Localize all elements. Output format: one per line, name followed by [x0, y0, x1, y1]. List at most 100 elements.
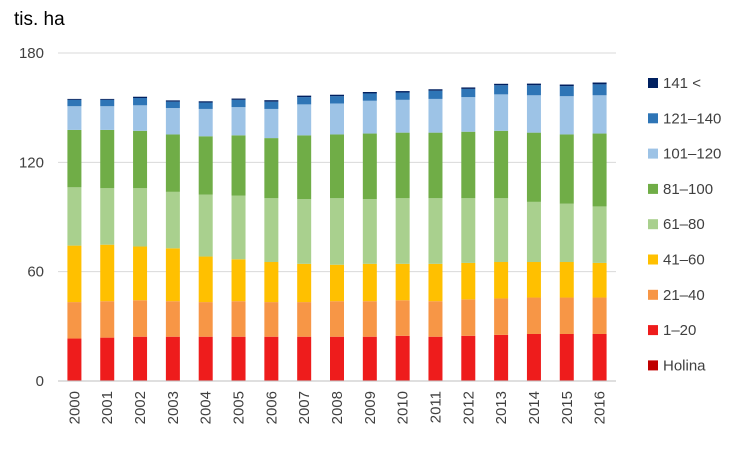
bar-segment: [428, 89, 443, 91]
bar-segment: [231, 336, 246, 381]
bar-segment: [67, 99, 82, 107]
x-tick-label: 2001: [99, 391, 116, 424]
bar-segment: [559, 96, 574, 135]
bar-segment: [494, 130, 509, 199]
bar-segment: [461, 97, 476, 132]
bar-segment: [264, 336, 279, 381]
x-tick-label: 2009: [362, 391, 379, 424]
bar-segment: [362, 336, 377, 381]
bar-segment: [100, 98, 115, 100]
legend-swatch: [648, 113, 658, 124]
bar-segment: [461, 88, 476, 98]
bar-segment: [526, 262, 541, 298]
bar-segment: [100, 301, 115, 338]
legend-swatch: [648, 254, 658, 265]
bar-segment: [559, 134, 574, 204]
bar-segment: [330, 134, 344, 199]
bar-segment: [100, 337, 115, 381]
y-tick-label: 0: [36, 373, 44, 390]
bar-segment: [198, 336, 213, 381]
bar-segment: [494, 94, 509, 131]
bar-segment: [428, 198, 443, 264]
legend-swatch: [648, 148, 658, 159]
bar-segment: [165, 108, 180, 135]
bar-segment: [198, 302, 213, 337]
bar-segment: [100, 106, 115, 130]
bar-segment: [559, 333, 574, 381]
bar-segment: [592, 297, 607, 334]
bar-segment: [330, 301, 344, 337]
bar-segment: [330, 96, 344, 104]
bar-segment: [297, 302, 312, 337]
bar-segment: [231, 259, 246, 302]
bar-segment: [297, 199, 312, 264]
bar-segment: [592, 84, 607, 96]
bar-segment: [67, 129, 82, 188]
bar-segment: [559, 262, 574, 298]
bar-segment: [592, 333, 607, 381]
bar-segment: [395, 263, 410, 301]
bar-segment: [592, 206, 607, 263]
bar-segment: [395, 132, 410, 199]
bar-segment: [264, 138, 279, 199]
x-tick-label: 2007: [296, 391, 313, 424]
bar-segment: [494, 298, 509, 335]
x-tick-label: 2002: [132, 391, 149, 424]
bar-segment: [165, 100, 180, 102]
bar-segment: [428, 98, 443, 133]
bar-segment: [428, 301, 443, 337]
bar-segment: [297, 104, 312, 136]
bar-segment: [494, 83, 509, 86]
bar-segment: [330, 94, 344, 97]
bar-segment: [133, 105, 148, 131]
legend-label: Holina: [663, 357, 706, 374]
bar-segment: [559, 86, 574, 97]
bar-segment: [526, 132, 541, 202]
bar-segment: [297, 95, 312, 98]
bar-segment: [297, 336, 312, 381]
x-tick-label: 2008: [329, 391, 346, 424]
bar-segment: [264, 101, 279, 109]
y-tick-label: 60: [27, 264, 44, 281]
bar-segment: [67, 302, 82, 339]
bar-segment: [461, 335, 476, 381]
legend-label: 41–60: [663, 252, 705, 269]
legend-swatch: [648, 78, 658, 88]
bar-segment: [559, 297, 574, 334]
bar-segment: [264, 100, 279, 102]
bar-segment: [362, 91, 377, 94]
bar-segment: [297, 135, 312, 200]
legend-label: 81–100: [663, 181, 713, 198]
axes: 0 60 120 180 2000 2001 2002 2003 2004 2005 2006 200…: [19, 45, 616, 424]
legend-swatch: [648, 289, 658, 300]
x-tick-label: 2014: [526, 391, 543, 424]
bar-segment: [428, 90, 443, 99]
bar-segment: [133, 98, 148, 106]
bar-segment: [330, 103, 344, 135]
bar-segment: [526, 297, 541, 334]
bar-segment: [526, 83, 541, 86]
bar-segment: [461, 262, 476, 300]
bar-segment: [362, 263, 377, 302]
legend-swatch: [648, 183, 658, 194]
bar-segment: [133, 336, 148, 381]
legend-swatch: [648, 360, 658, 371]
x-tick-label: 2015: [559, 391, 576, 424]
bar-segment: [428, 336, 443, 381]
bar-segment: [395, 92, 410, 100]
bar-segment: [198, 108, 213, 137]
bar-segment: [67, 187, 82, 246]
bar-segment: [592, 82, 607, 85]
bar-segment: [428, 132, 443, 199]
bar-segment: [297, 97, 312, 105]
bar-segment: [198, 194, 213, 257]
bar-segment: [362, 93, 377, 101]
bar-segment: [231, 135, 246, 196]
bar-segment: [494, 85, 509, 95]
bar-segment: [526, 201, 541, 263]
x-tick-label: 2016: [592, 391, 609, 424]
bar-segment: [330, 336, 344, 381]
bar-segment: [330, 198, 344, 265]
bar-segment: [395, 335, 410, 381]
